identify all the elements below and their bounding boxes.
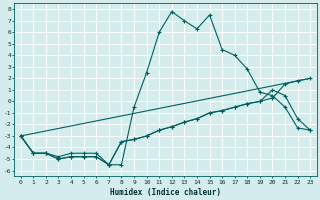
X-axis label: Humidex (Indice chaleur): Humidex (Indice chaleur) [110, 188, 221, 197]
